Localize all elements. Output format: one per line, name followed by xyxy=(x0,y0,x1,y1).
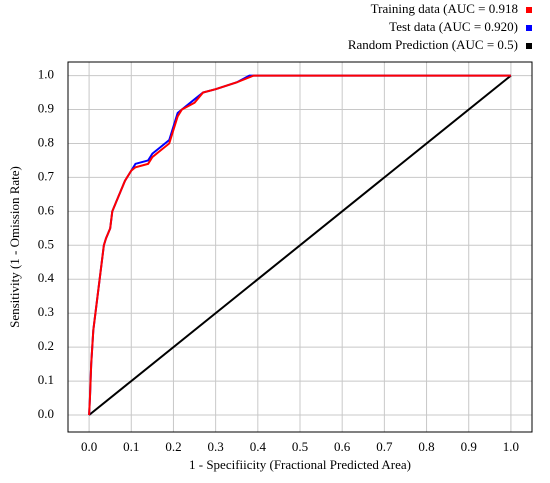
legend-swatch xyxy=(526,25,532,31)
y-tick-label: 0.3 xyxy=(38,304,54,319)
x-tick-label: 0.3 xyxy=(208,439,224,454)
legend-swatch xyxy=(526,7,532,13)
y-tick-label: 0.2 xyxy=(38,338,54,353)
legend-label: Test data (AUC = 0.920) xyxy=(389,19,518,34)
x-tick-label: 0.9 xyxy=(461,439,477,454)
plot-frame xyxy=(67,61,533,433)
x-tick-label: 1.0 xyxy=(503,439,519,454)
x-tick-label: 0.4 xyxy=(250,439,267,454)
y-axis-label: Sensitivity (1 - Omission Rate) xyxy=(7,166,22,328)
x-tick-label: 0.1 xyxy=(123,439,139,454)
y-tick-label: 0.6 xyxy=(38,202,55,217)
y-tick-label: 1.0 xyxy=(38,67,54,82)
x-tick-label: 0.8 xyxy=(418,439,434,454)
x-tick-label: 0.6 xyxy=(334,439,351,454)
y-tick-label: 0.9 xyxy=(38,101,54,116)
x-axis-label: 1 - Specifiicity (Fractional Predicted A… xyxy=(189,457,411,472)
x-tick-label: 0.2 xyxy=(165,439,181,454)
y-tick-label: 0.8 xyxy=(38,134,54,149)
x-tick-label: 0.7 xyxy=(376,439,393,454)
roc-line xyxy=(88,74,511,416)
x-tick-label: 0.0 xyxy=(81,439,97,454)
legend-swatch xyxy=(526,43,532,49)
legend-label: Training data (AUC = 0.918 xyxy=(371,1,518,16)
legend-label: Random Prediction (AUC = 0.5) xyxy=(348,37,518,52)
x-tick-label: 0.5 xyxy=(292,439,308,454)
y-tick-label: 0.0 xyxy=(38,406,54,421)
roc-line xyxy=(88,74,512,416)
y-tick-label: 0.1 xyxy=(38,372,54,387)
y-tick-label: 0.7 xyxy=(38,168,55,183)
y-tick-label: 0.4 xyxy=(38,270,55,285)
y-tick-label: 0.5 xyxy=(38,236,54,251)
